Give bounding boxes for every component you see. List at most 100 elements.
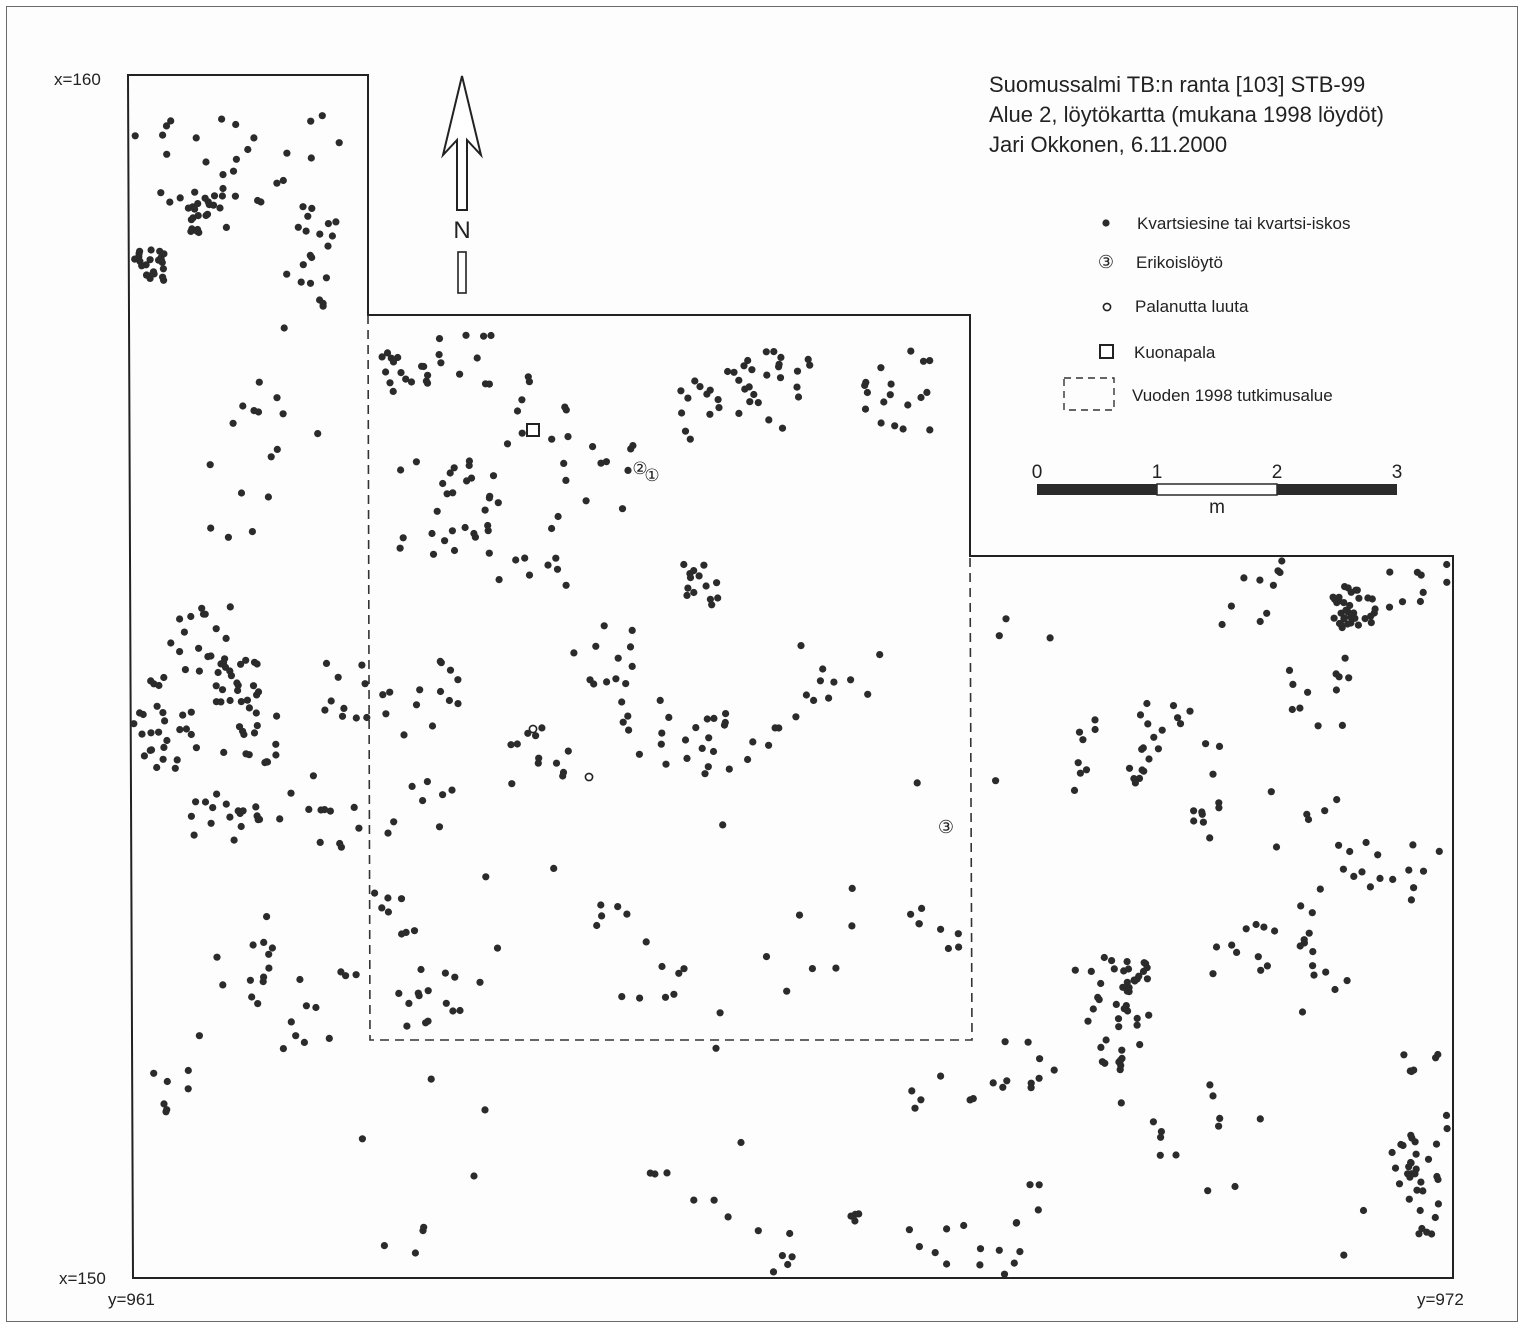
quartz-find-dot [918,904,926,913]
quartz-find-dot [944,944,953,953]
quartz-find-dot [237,698,245,706]
quartz-find-dot [390,818,398,826]
quartz-find-dot [899,425,907,433]
quartz-find-dot [1355,594,1363,602]
quartz-find-dot [1331,985,1339,994]
quartz-find-dot [1288,705,1296,714]
quartz-find-dot [1046,634,1054,642]
quartz-find-dot [700,561,708,569]
quartz-find-dot [614,903,622,911]
quartz-find-dot [769,1268,778,1276]
quartz-find-dot [1362,838,1370,847]
quartz-find-dot [1267,788,1275,796]
quartz-find-dot [322,274,330,282]
quartz-find-dot [358,1135,366,1143]
quartz-find-dot [955,943,963,951]
quartz-find-dot [435,351,443,359]
quartz-find-dot [1254,953,1262,961]
quartz-find-dot [923,388,931,396]
quartz-find-dot [252,803,260,811]
quartz-find-dot [1350,872,1358,881]
quartz-find-dot [548,524,556,533]
quartz-find-dot [194,200,202,208]
quartz-find-dot [448,527,456,535]
quartz-find-dot [1376,874,1384,883]
quartz-find-dot [559,772,567,780]
legend-label-bone: Palanutta luuta [1135,297,1249,316]
quartz-find-dot [677,387,685,395]
quartz-find-dot [412,701,421,709]
quartz-find-dot [307,154,315,162]
quartz-find-dot [919,357,928,365]
quartz-find-dot [598,912,606,920]
quartz-find-dot [1405,1195,1413,1203]
quartz-find-dot [297,278,305,286]
quartz-find-dot [600,622,608,630]
quartz-find-dot [480,332,488,340]
quartz-find-dot [308,204,316,212]
quartz-find-dot [263,758,271,766]
quartz-find-dot [219,184,227,193]
quartz-find-dot [495,576,503,584]
quartz-find-dot [1186,707,1194,715]
quartz-find-dot [877,419,885,427]
quartz-find-dot [166,198,174,206]
quartz-find-dot [1346,847,1354,856]
quartz-find-dot [187,227,195,235]
quartz-find-dot [701,770,709,778]
legend-dashed-rect-icon [1063,377,1115,411]
quartz-find-dot [1285,666,1294,675]
quartz-find-dot [160,743,168,752]
quartz-find-dot [397,466,405,474]
quartz-find-dot [1300,936,1308,944]
quartz-find-dot [926,357,934,365]
quartz-find-dot [762,953,771,961]
quartz-find-dot [408,782,416,791]
quartz-find-dot [1227,602,1235,610]
quartz-find-dot [877,364,885,372]
quartz-find-dot [770,348,778,356]
quartz-find-dot [249,941,257,949]
quartz-find-dot [181,666,189,674]
quartz-find-dot [227,672,235,680]
quartz-find-dot [1070,786,1079,795]
quartz-find-dot [423,379,432,387]
quartz-find-dot [553,565,562,573]
quartz-find-dot [1076,769,1084,777]
quartz-find-dot [684,584,692,592]
quartz-find-dot [725,765,733,773]
quartz-find-dot [300,1038,308,1046]
quartz-find-dot [1413,1186,1421,1194]
quartz-find-dot [1215,1122,1223,1130]
scale-tick-0: 0 [1032,462,1043,483]
quartz-find-dot [712,1044,720,1052]
quartz-find-dot [1411,1170,1419,1178]
quartz-find-dot [1115,1023,1123,1031]
quartz-find-dot [1074,759,1082,767]
quartz-find-dot [283,270,291,278]
quartz-find-dot [428,529,436,538]
quartz-find-dot [416,686,424,694]
quartz-find-dot [1138,766,1146,774]
quartz-find-dot [1443,1125,1451,1133]
scale-tick-3: 3 [1392,462,1403,483]
quartz-find-dot [147,729,155,737]
quartz-find-dot [1344,620,1352,628]
quartz-find-dot [201,610,209,618]
quartz-find-dot [176,615,184,623]
quartz-find-dot [250,658,259,666]
quartz-find-dot [429,550,438,558]
quartz-find-dot [445,696,453,705]
quartz-find-dot [887,380,895,388]
quartz-find-dot [1389,875,1397,884]
quartz-find-dot [1364,594,1372,602]
quartz-find-dot [651,1170,659,1178]
quartz-find-dot [562,406,570,414]
quartz-find-dot [233,679,241,687]
quartz-find-dot [904,401,912,409]
legend-label-slag: Kuonapala [1134,343,1216,362]
quartz-find-dot [456,370,464,378]
quartz-find-dot [1391,1164,1400,1172]
quartz-find-dot [209,804,217,812]
quartz-find-dot [1087,967,1095,976]
